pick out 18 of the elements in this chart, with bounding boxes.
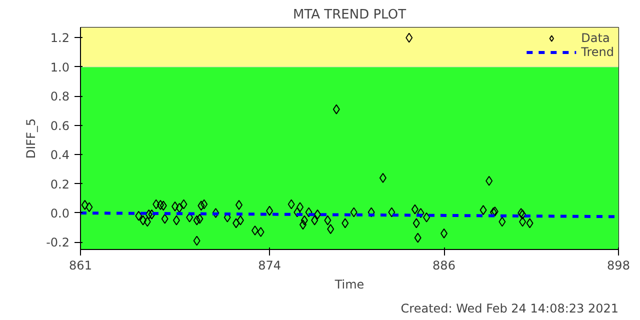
x-tick-label: 886 xyxy=(432,258,456,272)
y-tick-label: 0.8 xyxy=(50,90,70,104)
y-tick-label: 0.0 xyxy=(50,206,70,220)
legend-label: Data xyxy=(581,31,610,45)
x-tick-label: 898 xyxy=(607,258,630,272)
x-tick-label: 861 xyxy=(69,258,92,272)
y-tick-label: 0.4 xyxy=(50,148,70,162)
y-tick-label: 1.0 xyxy=(50,60,70,74)
text: Created: Wed Feb 24 14:08:23 2021 xyxy=(400,302,618,316)
y-tick-label: 0.2 xyxy=(50,177,70,192)
y-tick-label: 0.6 xyxy=(50,118,70,133)
x-axis-title: Time xyxy=(334,278,364,292)
x-tick-label: 874 xyxy=(258,258,281,272)
y-tick-label: -0.2 xyxy=(46,236,70,250)
y-tick-label: 1.2 xyxy=(50,31,70,46)
y-axis-title: DIFF_5 xyxy=(24,118,38,159)
chart-title: MTA TREND PLOT xyxy=(292,8,406,22)
legend-label: Trend xyxy=(581,45,614,59)
